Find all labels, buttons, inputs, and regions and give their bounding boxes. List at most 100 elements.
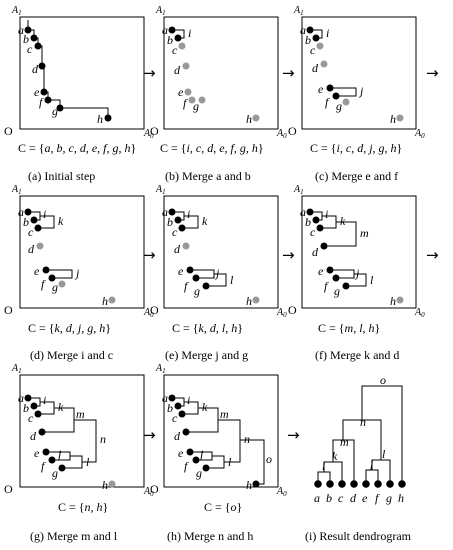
point-f bbox=[48, 456, 56, 464]
panel-caption: (a) Initial step bbox=[28, 169, 95, 183]
dendro-link-l bbox=[371, 459, 391, 484]
point-g bbox=[56, 104, 64, 112]
origin-label: O bbox=[4, 482, 13, 496]
merge-k-bracket bbox=[38, 215, 55, 229]
point-c bbox=[178, 224, 186, 232]
label-l: l bbox=[228, 455, 232, 469]
label-h: h bbox=[97, 112, 103, 126]
label-g: g bbox=[334, 284, 340, 298]
point-g bbox=[202, 464, 210, 472]
label-i: i bbox=[188, 26, 191, 40]
leaf-g bbox=[386, 480, 394, 488]
label-d: d bbox=[30, 429, 37, 443]
dendro-link-o bbox=[361, 385, 403, 484]
label-d: d bbox=[32, 62, 39, 76]
panel-i-dendrogram: a b c d e f g h i k m n o j l (i) Result… bbox=[305, 373, 412, 543]
leaf-label-c: c bbox=[338, 491, 344, 505]
panel-frame bbox=[163, 195, 279, 309]
label-b: b bbox=[305, 215, 311, 229]
label-h: h bbox=[246, 294, 252, 308]
panel-caption: (g) Merge m and l bbox=[30, 529, 118, 543]
label-j: j bbox=[198, 447, 204, 461]
point-f bbox=[332, 92, 340, 100]
point-f bbox=[48, 274, 56, 282]
label-h: h bbox=[390, 294, 396, 308]
cluster-set: C = {k, d, j, g, h} bbox=[28, 321, 111, 335]
origin-label: O bbox=[4, 124, 13, 138]
point-a bbox=[24, 26, 32, 34]
cluster-set: C = {n, h} bbox=[58, 500, 108, 514]
point-d bbox=[320, 60, 328, 68]
point-c bbox=[316, 224, 324, 232]
point-f bbox=[188, 96, 196, 104]
panel-caption: (i) Result dendrogram bbox=[305, 529, 412, 543]
label-j: j bbox=[56, 447, 62, 461]
label-a: a bbox=[18, 391, 24, 405]
leaf-h bbox=[398, 480, 406, 488]
merge-l-bracket bbox=[346, 273, 367, 287]
label-e: e bbox=[178, 446, 184, 460]
leaf-label-f: f bbox=[375, 491, 380, 505]
label-i: i bbox=[187, 207, 190, 221]
point-g bbox=[198, 96, 206, 104]
point-g bbox=[58, 464, 66, 472]
leaf-f bbox=[374, 480, 382, 488]
point-e bbox=[326, 266, 334, 274]
y-axis-label: A1 bbox=[11, 5, 22, 17]
label-b: b bbox=[23, 32, 29, 46]
node-label-i: i bbox=[322, 459, 325, 473]
node-label-k: k bbox=[332, 449, 338, 463]
label-a: a bbox=[300, 23, 306, 37]
arrow-e-f: → bbox=[282, 246, 295, 264]
origin-label: O bbox=[288, 303, 297, 317]
merge-n-bracket bbox=[218, 419, 241, 463]
label-h: h bbox=[390, 112, 396, 126]
leaf-c bbox=[338, 480, 346, 488]
panel-frame bbox=[19, 195, 145, 309]
label-g: g bbox=[52, 466, 58, 480]
label-c: c bbox=[27, 42, 33, 56]
label-e: e bbox=[34, 264, 40, 278]
panel-caption: (h) Merge n and h bbox=[167, 529, 253, 543]
merge-j-bracket bbox=[330, 87, 357, 97]
label-f: f bbox=[41, 277, 46, 291]
label-b: b bbox=[167, 401, 173, 415]
label-c: c bbox=[310, 43, 316, 57]
label-g: g bbox=[193, 99, 199, 113]
y-axis-label: A1 bbox=[155, 184, 166, 196]
label-m: m bbox=[360, 226, 369, 240]
node-label-m: m bbox=[340, 435, 349, 449]
label-f: f bbox=[184, 459, 189, 473]
node-label-n: n bbox=[360, 415, 366, 429]
panel-e: A1 O A0 a b c d e f g h i j k l C = {k, … bbox=[150, 184, 287, 362]
point-g bbox=[202, 282, 210, 290]
point-d bbox=[38, 62, 46, 70]
label-f: f bbox=[184, 279, 189, 293]
panel-frame bbox=[19, 374, 145, 488]
arrow-f-g: → bbox=[426, 246, 439, 264]
label-a: a bbox=[162, 205, 168, 219]
point-d bbox=[36, 242, 44, 250]
point-b bbox=[30, 216, 38, 224]
node-label-j: j bbox=[368, 457, 374, 471]
label-e: e bbox=[178, 264, 184, 278]
label-l: l bbox=[230, 273, 234, 287]
cluster-set: C = {m, l, h} bbox=[318, 321, 380, 335]
point-b bbox=[30, 34, 38, 42]
panel-frame bbox=[301, 16, 417, 130]
panel-frame bbox=[163, 16, 279, 130]
label-k: k bbox=[58, 400, 64, 414]
label-o: o bbox=[266, 452, 272, 466]
point-b bbox=[312, 34, 320, 42]
point-h bbox=[252, 114, 260, 122]
label-c: c bbox=[310, 225, 316, 239]
merge-n-bracket bbox=[74, 419, 97, 463]
label-g: g bbox=[194, 284, 200, 298]
point-c bbox=[316, 42, 324, 50]
point-a bbox=[168, 208, 176, 216]
panel-d: A1 O A0 a b c d e f g h i j k C = {k, d,… bbox=[4, 184, 154, 362]
label-f: f bbox=[183, 96, 188, 110]
label-c: c bbox=[172, 225, 178, 239]
label-k: k bbox=[202, 400, 208, 414]
label-f: f bbox=[324, 279, 329, 293]
